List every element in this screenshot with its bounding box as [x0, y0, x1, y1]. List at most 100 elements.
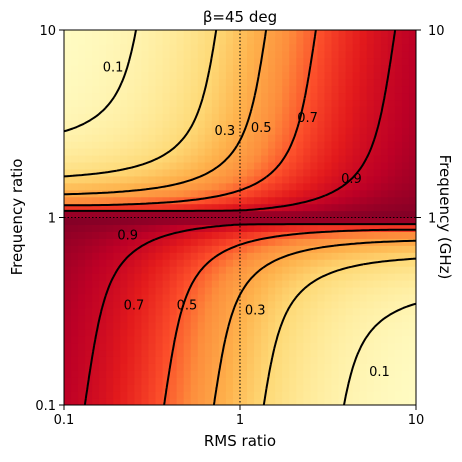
heatmap-cell	[127, 307, 135, 316]
heatmap-cell	[92, 231, 100, 239]
heatmap-cell	[359, 106, 368, 114]
heatmap-cell	[92, 57, 100, 66]
heatmap-cell	[324, 245, 333, 253]
heatmap-cell	[169, 293, 178, 302]
heatmap-cell	[197, 30, 206, 38]
heatmap-cell	[92, 286, 100, 295]
heatmap-cell	[169, 92, 178, 101]
heatmap-cell	[64, 273, 72, 281]
heatmap-cell	[218, 92, 227, 101]
heatmap-cell	[268, 50, 276, 59]
heatmap-cell	[331, 252, 340, 260]
heatmap-cell	[317, 71, 326, 80]
heatmap-cell	[99, 363, 107, 371]
heatmap-cell	[268, 57, 276, 66]
heatmap-cell	[373, 113, 382, 121]
heatmap-cell	[197, 342, 206, 351]
heatmap-cell	[148, 141, 157, 149]
heatmap-cell	[240, 57, 248, 66]
heatmap-cell	[218, 50, 227, 59]
heatmap-cell	[148, 307, 157, 316]
heatmap-cell	[247, 30, 255, 38]
heatmap-cell	[401, 356, 410, 364]
heatmap-cell	[324, 106, 333, 114]
heatmap-cell	[92, 391, 100, 399]
heatmap-cell	[408, 106, 416, 114]
heatmap-cell	[99, 398, 107, 405]
heatmap-cell	[345, 245, 354, 253]
heatmap-cell	[268, 127, 276, 135]
heatmap-cell	[155, 245, 164, 253]
heatmap-cell	[162, 328, 171, 337]
heatmap-cell	[331, 50, 340, 59]
heatmap-cell	[352, 224, 361, 232]
heatmap-cell	[380, 155, 389, 163]
heatmap-cell	[204, 356, 213, 364]
heatmap-cell	[141, 335, 150, 344]
heatmap-cell	[247, 127, 255, 135]
heatmap-cell	[247, 64, 255, 73]
heatmap-cell	[387, 36, 396, 45]
heatmap-cell	[394, 370, 403, 378]
heatmap-cell	[394, 85, 403, 94]
heatmap-cell	[204, 328, 213, 337]
heatmap-cell	[232, 321, 241, 330]
heatmap-cell	[232, 370, 241, 378]
heatmap-cell	[197, 231, 206, 239]
heatmap-cell	[232, 349, 241, 357]
heatmap-cell	[261, 120, 269, 128]
heatmap-cell	[352, 300, 361, 309]
heatmap-cell	[92, 342, 100, 351]
heatmap-cell	[64, 335, 72, 344]
heatmap-cell	[71, 356, 79, 364]
heatmap-cell	[211, 168, 220, 177]
heatmap-cell	[225, 217, 234, 226]
heatmap-cell	[141, 259, 150, 267]
contour-label: 0.5	[177, 298, 198, 313]
heatmap-cell	[134, 280, 143, 288]
heatmap-cell	[247, 224, 255, 232]
heatmap-cell	[218, 321, 227, 330]
heatmap-cell	[218, 363, 227, 371]
heatmap-cell	[148, 391, 157, 399]
heatmap-cell	[211, 57, 220, 66]
heatmap-cell	[317, 280, 326, 288]
heatmap-cell	[352, 175, 361, 184]
heatmap-cell	[92, 300, 100, 309]
heatmap-cell	[254, 314, 262, 323]
heatmap-cell	[387, 307, 396, 316]
heatmap-cell	[247, 314, 255, 323]
heatmap-cell	[127, 377, 135, 385]
heatmap-cell	[324, 50, 333, 59]
heatmap-cell	[64, 398, 72, 405]
heatmap-cell	[303, 238, 311, 246]
heatmap-cell	[190, 161, 199, 170]
heatmap-cell	[261, 356, 269, 364]
heatmap-cell	[204, 57, 213, 66]
heatmap-cell	[331, 175, 340, 184]
heatmap-cell	[310, 189, 319, 198]
heatmap-cell	[401, 300, 410, 309]
heatmap-cell	[85, 148, 93, 156]
heatmap-cell	[296, 99, 304, 107]
heatmap-cell	[218, 64, 227, 73]
heatmap-cell	[359, 134, 368, 142]
heatmap-cell	[338, 273, 347, 281]
heatmap-cell	[394, 141, 403, 149]
heatmap-cell	[176, 120, 185, 128]
heatmap-cell	[303, 224, 311, 232]
heatmap-cell	[254, 300, 262, 309]
heatmap-cell	[366, 106, 375, 114]
heatmap-cell	[394, 307, 403, 316]
heatmap-cell	[141, 238, 150, 246]
heatmap-cell	[232, 43, 241, 52]
heatmap-cell	[141, 314, 150, 323]
heatmap-cell	[296, 370, 304, 378]
heatmap-cell	[282, 363, 290, 371]
heatmap-cell	[176, 127, 185, 135]
heatmap-cell	[162, 210, 171, 219]
heatmap-cell	[345, 85, 354, 94]
heatmap-cell	[211, 328, 220, 337]
heatmap-cell	[155, 99, 164, 107]
heatmap-cell	[380, 30, 389, 38]
